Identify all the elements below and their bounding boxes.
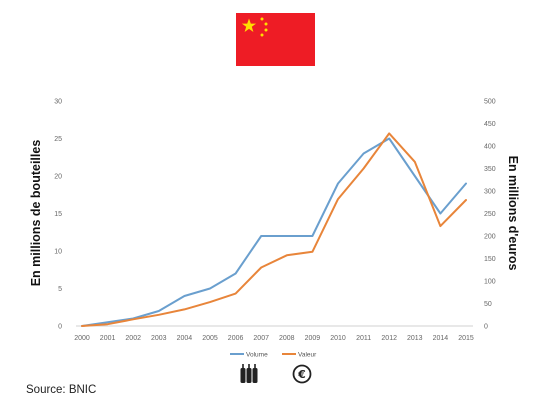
y-left-tick-label: 15 (54, 211, 62, 218)
china-flag-icon (236, 13, 315, 66)
legend-label-volume: Volume (246, 352, 268, 359)
x-tick-label: 2011 (356, 335, 371, 342)
y-right-tick-label: 400 (484, 144, 496, 151)
x-tick-label: 2002 (125, 335, 141, 342)
x-tick-label: 2013 (407, 335, 423, 342)
y-right-tick-label: 250 (484, 211, 496, 218)
y-left-tick-label: 25 (54, 136, 62, 143)
wine-bottles-icon (240, 364, 258, 383)
y-right-tick-label: 100 (484, 279, 496, 286)
y-axis-right-title: En millions d'euros (506, 156, 520, 271)
y-right-tick-label: 450 (484, 121, 496, 128)
y-left-tick-label: 30 (54, 99, 62, 106)
y-left-tick-label: 20 (54, 174, 62, 181)
flag-small-star (264, 22, 268, 26)
svg-text:€: € (297, 368, 306, 381)
y-right-tick-label: 300 (484, 189, 496, 196)
y-left-tick-label: 5 (58, 286, 62, 293)
y-right-tick-label: 0 (484, 324, 488, 331)
legend: Volume Valeur (230, 352, 317, 359)
x-tick-label: 2000 (74, 335, 90, 342)
y-right-tick-label: 200 (484, 234, 496, 241)
y-left-tick-label: 10 (54, 249, 62, 256)
y-right-tick-label: 50 (484, 301, 492, 308)
series-line-volume (81, 137, 467, 327)
source-note: Source: BNIC (26, 384, 97, 396)
legend-label-valeur: Valeur (298, 352, 317, 359)
y-left-tick-label: 0 (58, 324, 62, 331)
y-axis-left-title: En millions de bouteilles (29, 140, 43, 287)
x-tick-label: 2014 (433, 335, 449, 342)
x-tick-label: 2008 (279, 335, 295, 342)
x-tick-label: 2012 (381, 335, 397, 342)
flag-small-star (264, 28, 268, 32)
x-tick-label: 2004 (177, 335, 193, 342)
y-right-tick-label: 150 (484, 256, 496, 263)
x-tick-label: 2007 (253, 335, 269, 342)
x-tick-label: 2003 (151, 335, 167, 342)
x-tick-label: 2006 (228, 335, 244, 342)
x-tick-label: 2005 (202, 335, 218, 342)
x-tick-label: 2009 (305, 335, 321, 342)
flag-background (236, 13, 315, 66)
x-tick-label: 2010 (330, 335, 346, 342)
x-tick-label: 2015 (458, 335, 474, 342)
y-right-tick-label: 500 (484, 99, 496, 106)
x-tick-label: 2001 (100, 335, 116, 342)
series-line-valeur (81, 132, 467, 327)
flag-small-star (260, 33, 264, 37)
y-right-tick-label: 350 (484, 166, 496, 173)
flag-small-star (260, 17, 264, 21)
euro-icon: € (292, 364, 312, 384)
flag-big-star (241, 18, 257, 32)
